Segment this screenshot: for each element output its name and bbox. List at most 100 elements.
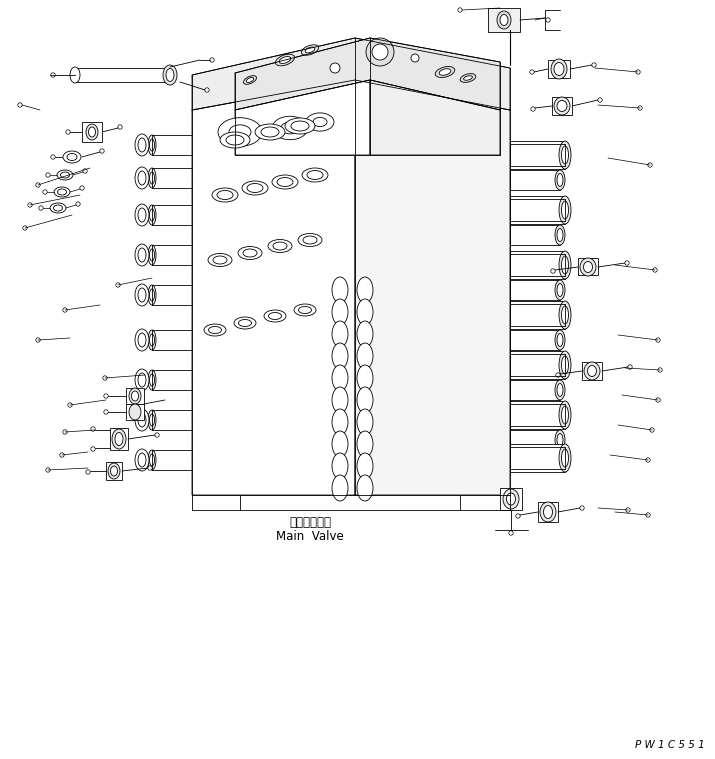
Ellipse shape <box>129 388 141 404</box>
Circle shape <box>80 186 84 191</box>
Polygon shape <box>578 258 598 275</box>
Ellipse shape <box>561 254 569 276</box>
Ellipse shape <box>561 146 568 164</box>
Ellipse shape <box>112 429 126 449</box>
Ellipse shape <box>247 184 263 193</box>
Ellipse shape <box>555 430 565 450</box>
Ellipse shape <box>132 391 139 401</box>
Ellipse shape <box>111 466 117 476</box>
Ellipse shape <box>149 414 154 426</box>
Ellipse shape <box>242 181 268 195</box>
Ellipse shape <box>332 431 348 457</box>
Circle shape <box>43 190 47 194</box>
Circle shape <box>530 70 534 74</box>
Ellipse shape <box>559 196 571 224</box>
Circle shape <box>104 410 108 414</box>
Ellipse shape <box>138 248 146 262</box>
Ellipse shape <box>273 242 287 250</box>
Ellipse shape <box>148 370 156 390</box>
Circle shape <box>509 531 513 535</box>
Ellipse shape <box>357 409 373 435</box>
Polygon shape <box>510 251 565 279</box>
Ellipse shape <box>554 62 564 75</box>
Ellipse shape <box>357 453 373 479</box>
Ellipse shape <box>497 11 511 29</box>
Text: Main  Valve: Main Valve <box>276 531 344 543</box>
Circle shape <box>116 283 120 287</box>
Ellipse shape <box>204 324 226 336</box>
Ellipse shape <box>135 409 149 431</box>
Ellipse shape <box>54 205 62 211</box>
Ellipse shape <box>561 304 569 326</box>
Circle shape <box>458 8 462 12</box>
Ellipse shape <box>332 321 348 347</box>
Polygon shape <box>510 170 560 190</box>
Circle shape <box>411 54 419 62</box>
Circle shape <box>148 466 152 470</box>
Circle shape <box>36 338 40 342</box>
Circle shape <box>83 168 87 173</box>
Circle shape <box>209 58 214 62</box>
Ellipse shape <box>561 447 569 469</box>
Circle shape <box>155 433 159 437</box>
Polygon shape <box>106 462 122 480</box>
Ellipse shape <box>543 505 553 518</box>
Ellipse shape <box>332 299 348 325</box>
Circle shape <box>638 106 642 110</box>
Ellipse shape <box>220 132 250 148</box>
Ellipse shape <box>555 146 565 164</box>
Ellipse shape <box>135 284 149 306</box>
Circle shape <box>366 38 394 66</box>
Circle shape <box>330 63 340 73</box>
Ellipse shape <box>54 187 70 197</box>
Ellipse shape <box>149 139 154 151</box>
Circle shape <box>39 206 43 210</box>
Ellipse shape <box>305 47 315 53</box>
Ellipse shape <box>555 330 565 350</box>
Ellipse shape <box>269 313 282 320</box>
Ellipse shape <box>149 209 154 221</box>
Polygon shape <box>510 444 565 472</box>
Polygon shape <box>235 38 500 110</box>
Circle shape <box>656 338 660 342</box>
Ellipse shape <box>298 307 312 313</box>
Ellipse shape <box>561 256 568 274</box>
Ellipse shape <box>332 343 348 369</box>
Ellipse shape <box>500 14 508 26</box>
Ellipse shape <box>148 135 156 155</box>
Circle shape <box>648 162 652 167</box>
Circle shape <box>18 102 22 107</box>
Circle shape <box>646 513 650 517</box>
Ellipse shape <box>552 352 568 378</box>
Ellipse shape <box>555 280 565 300</box>
Ellipse shape <box>138 288 146 302</box>
Ellipse shape <box>552 402 568 428</box>
Ellipse shape <box>285 118 315 134</box>
Ellipse shape <box>61 172 69 178</box>
Polygon shape <box>538 502 558 522</box>
Ellipse shape <box>552 302 568 328</box>
Ellipse shape <box>246 77 254 83</box>
Ellipse shape <box>148 410 156 430</box>
Ellipse shape <box>281 122 299 134</box>
Ellipse shape <box>559 444 571 472</box>
Ellipse shape <box>552 445 568 471</box>
Circle shape <box>66 130 70 134</box>
Polygon shape <box>510 196 565 224</box>
Polygon shape <box>552 97 572 115</box>
Polygon shape <box>510 330 560 350</box>
Circle shape <box>91 447 95 451</box>
Ellipse shape <box>332 409 348 435</box>
Polygon shape <box>582 362 602 380</box>
Circle shape <box>118 124 122 129</box>
Ellipse shape <box>63 151 81 163</box>
Polygon shape <box>548 60 570 78</box>
Circle shape <box>626 508 630 512</box>
Polygon shape <box>192 80 355 495</box>
Ellipse shape <box>583 262 593 272</box>
Ellipse shape <box>208 254 232 266</box>
Circle shape <box>625 261 629 265</box>
Ellipse shape <box>148 245 156 265</box>
Circle shape <box>68 403 72 407</box>
Ellipse shape <box>563 408 568 422</box>
